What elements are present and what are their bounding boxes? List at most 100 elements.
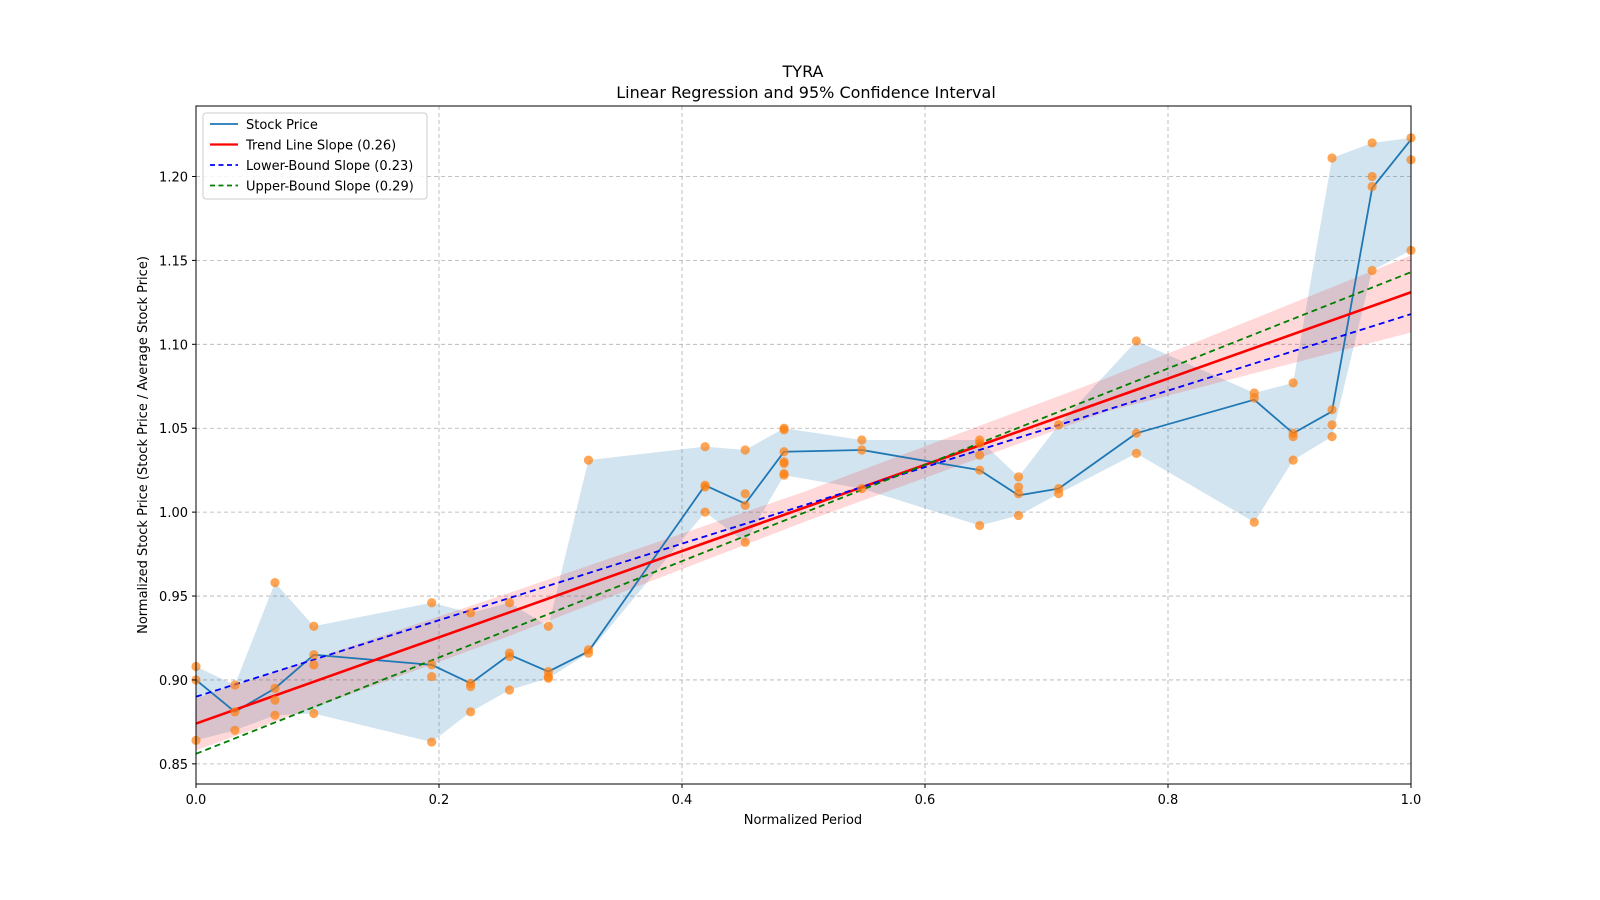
bands [196, 137, 1411, 751]
y-tick-label: 1.05 [159, 422, 188, 437]
scatter-point [975, 520, 985, 531]
x-tick-label: 0.0 [186, 793, 207, 808]
x-tick-label: 0.6 [915, 793, 936, 808]
scatter-point [700, 507, 710, 517]
scatter-point [504, 598, 515, 608]
scatter-point [740, 445, 750, 455]
scatter-point [857, 445, 867, 455]
scatter-point [504, 651, 515, 662]
price-range-band [196, 137, 1411, 743]
scatter-point [857, 484, 867, 494]
scatter-point [1367, 138, 1377, 148]
scatter-points [191, 133, 1416, 747]
scatter-point [1288, 432, 1298, 442]
scatter-point [1054, 489, 1064, 499]
scatter-point [1131, 336, 1142, 346]
scatter-point [309, 621, 319, 631]
legend: Stock Price Trend Line Slope (0.26) Lower-… [202, 112, 428, 200]
x-tick-label: 0.4 [672, 793, 693, 808]
scatter-point [1131, 448, 1142, 458]
y-axis-label: Normalized Stock Price (Stock Price / Av… [136, 256, 151, 634]
scatter-point [740, 537, 750, 547]
scatter-point [465, 608, 476, 618]
scatter-point [230, 725, 240, 735]
scatter-point [543, 621, 553, 631]
scatter-point [309, 650, 319, 660]
y-tick-label: 1.10 [159, 338, 188, 353]
lower-bound-line [196, 313, 1411, 698]
scatter-point [700, 442, 710, 452]
scatter-point [230, 680, 240, 690]
y-tick-label: 1.00 [159, 506, 188, 521]
upper-bound-line [196, 271, 1411, 755]
scatter-point [270, 695, 280, 705]
scatter-point [975, 438, 985, 448]
scatter-point [230, 707, 240, 717]
legend-box [202, 112, 428, 200]
scatter-point [1288, 378, 1298, 388]
scatter-point [779, 425, 789, 435]
scatter-point [583, 455, 594, 465]
legend-label: Trend Line Slope (0.26) [245, 139, 396, 154]
x-tick-label: 0.8 [1158, 793, 1179, 808]
trend-line [196, 291, 1411, 725]
scatter-point [740, 500, 750, 511]
scatter-point [1013, 510, 1024, 521]
y-tick-label: 0.85 [159, 758, 188, 773]
scatter-point [1367, 181, 1377, 192]
scatter-point [270, 683, 280, 693]
x-axis-label: Normalized Period [744, 813, 862, 828]
scatter-point [779, 447, 789, 457]
scatter-point [583, 648, 594, 658]
scatter-point [740, 489, 750, 499]
scatter-point [1131, 428, 1142, 438]
scatter-point [1054, 420, 1064, 430]
legend-label: Stock Price [246, 118, 318, 133]
x-tick-label: 0.2 [429, 793, 450, 808]
scatter-point [1249, 517, 1259, 527]
scatter-point [427, 598, 437, 608]
lines [196, 139, 1411, 755]
scatter-point [975, 450, 985, 460]
scatter-point [504, 685, 515, 695]
scatter-point [1327, 420, 1337, 430]
y-tick-label: 0.90 [159, 674, 188, 689]
scatter-point [427, 660, 437, 670]
scatter-point [1367, 265, 1377, 276]
legend-label: Upper-Bound Slope (0.29) [246, 180, 414, 195]
x-axis-ticks: 0.0 0.2 0.4 0.6 0.8 1.0 [186, 784, 1422, 808]
scatter-point [975, 465, 985, 475]
scatter-point [427, 671, 437, 682]
legend-label: Lower-Bound Slope (0.23) [246, 159, 413, 174]
scatter-point [1327, 153, 1337, 163]
scatter-point [543, 673, 553, 683]
chart-title: TYRA [782, 62, 824, 81]
scatter-point [779, 458, 789, 469]
scatter-point [1249, 393, 1259, 403]
scatter-point [270, 710, 280, 720]
scatter-point [309, 660, 319, 670]
scatter-point [1367, 171, 1377, 182]
scatter-point [1013, 472, 1024, 482]
y-tick-label: 1.15 [159, 254, 188, 269]
scatter-point [427, 737, 437, 747]
scatter-point [700, 482, 710, 492]
scatter-point [309, 708, 319, 719]
y-tick-label: 0.95 [159, 590, 188, 605]
scatter-point [1288, 455, 1298, 465]
scatter-point [1013, 489, 1024, 499]
x-tick-label: 1.0 [1401, 793, 1422, 808]
y-tick-label: 1.20 [159, 170, 188, 185]
scatter-point [779, 470, 789, 480]
chart-subtitle: Linear Regression and 95% Confidence Int… [616, 83, 996, 102]
scatter-point [1013, 482, 1024, 492]
scatter-point [1327, 432, 1337, 442]
scatter-point [857, 435, 867, 445]
plot-frame [195, 105, 1412, 785]
scatter-point [465, 707, 476, 717]
y-axis-ticks: 0.85 0.90 0.95 1.00 1.05 1.10 1.15 1.20 [159, 170, 196, 773]
scatter-point [1327, 405, 1337, 415]
scatter-point [270, 578, 280, 588]
trend-confidence-band [196, 255, 1411, 751]
